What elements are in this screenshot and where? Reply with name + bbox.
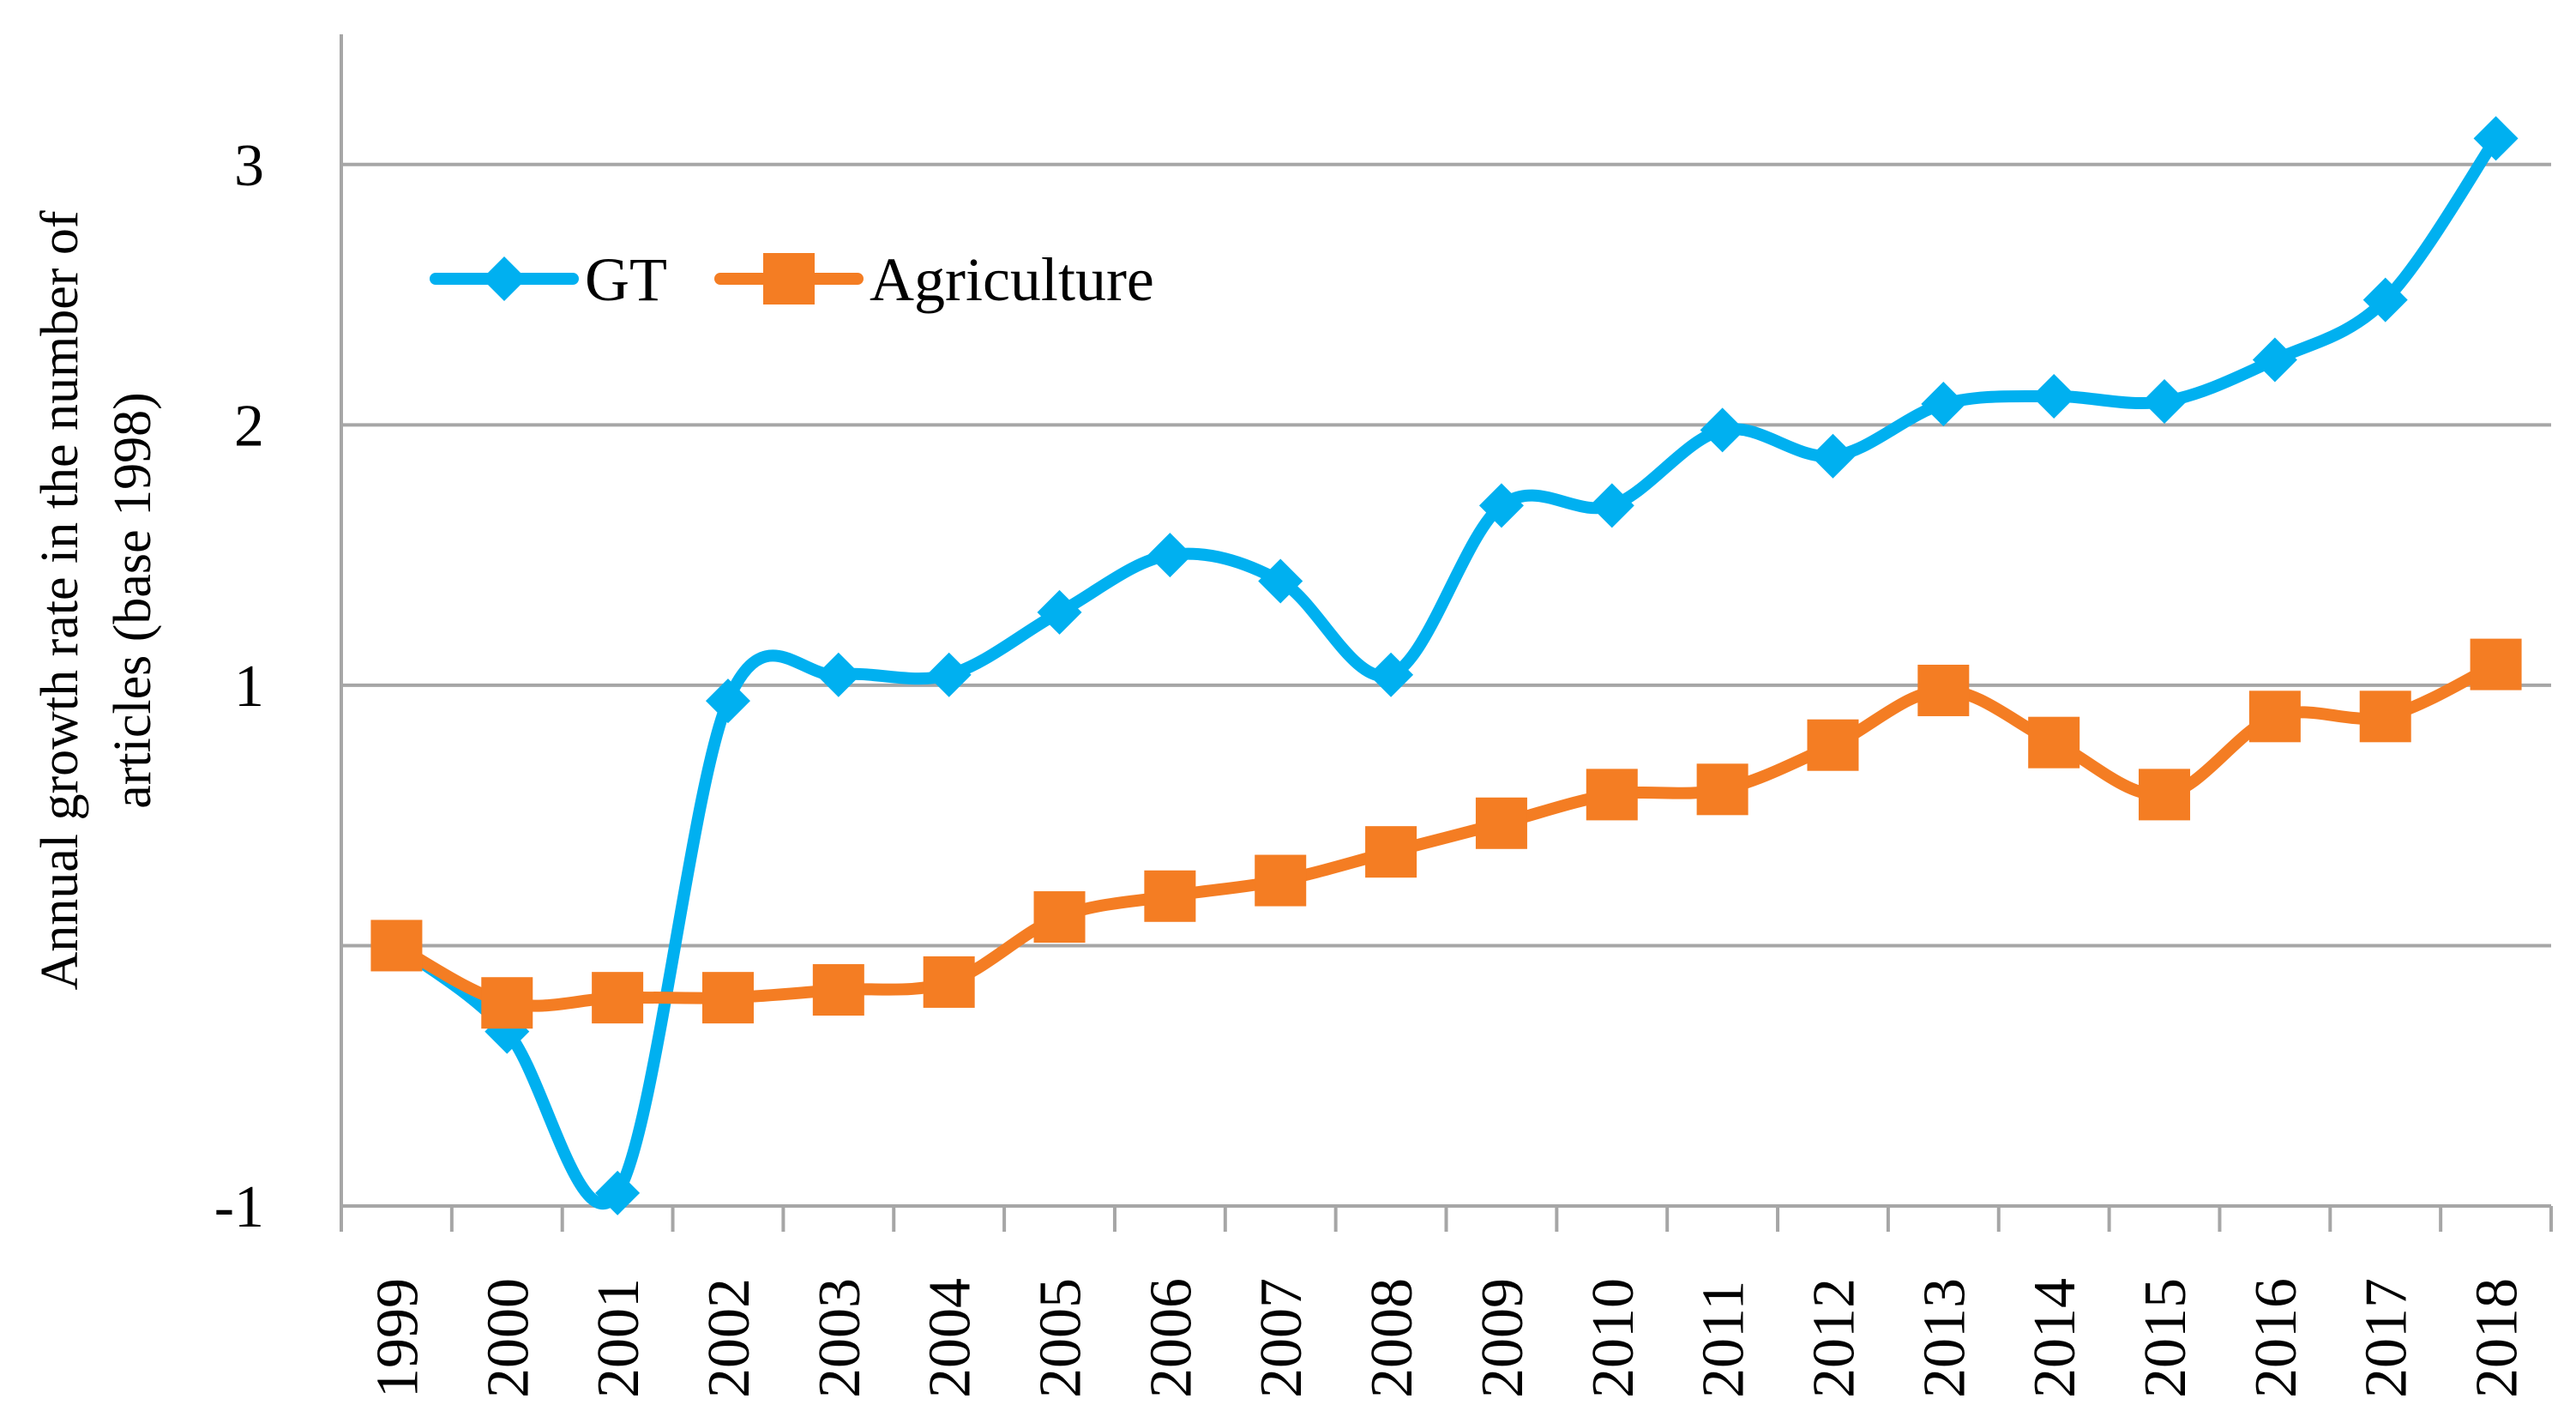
gt-point — [926, 652, 972, 697]
agriculture-point — [1144, 870, 1196, 922]
x-tick-label: 2008 — [1359, 1278, 1425, 1398]
gt-line — [390, 132, 2502, 1209]
x-tick-label: 2001 — [586, 1278, 652, 1398]
gt-point — [1037, 589, 1082, 635]
agriculture-point — [1033, 891, 1086, 944]
legend-swatch-marker — [482, 256, 527, 301]
agriculture-point — [2139, 769, 2191, 821]
x-tick-label: 2016 — [2243, 1278, 2309, 1398]
gt-point — [2473, 116, 2519, 161]
series-gt — [374, 116, 2519, 1215]
gt-point — [1589, 483, 1634, 528]
gt-point — [2031, 373, 2077, 419]
legend: GT Agriculture — [430, 245, 1154, 314]
gt-point — [1700, 407, 1745, 453]
x-tick-labels: 1999 2000 2001 2002 2003 2004 2005 2006 2007 2008… — [364, 1278, 2530, 1398]
agriculture-point — [2028, 716, 2080, 769]
y-axis-title-line: Annual growth rate in the number of — [31, 210, 89, 990]
gt-point — [2252, 337, 2297, 383]
agriculture-point — [701, 972, 754, 1024]
agriculture-point — [1696, 763, 1748, 816]
legend-item-gt: GT — [430, 245, 667, 314]
agriculture-point — [923, 956, 975, 1008]
x-tick-label: 2011 — [1691, 1281, 1757, 1398]
legend-label: Agriculture — [870, 245, 1154, 314]
gt-point — [1369, 652, 1414, 697]
agriculture-point — [1917, 664, 1970, 716]
x-tick-label: 2012 — [1801, 1278, 1867, 1398]
agriculture-point — [812, 964, 864, 1016]
y-tick-label: 1 — [234, 654, 264, 720]
series-agriculture — [370, 638, 2522, 1029]
legend-label: GT — [585, 245, 667, 314]
x-tick-label: 2015 — [2133, 1278, 2199, 1398]
y-tick-label: 2 — [234, 393, 264, 459]
gt-point — [816, 652, 861, 697]
gt-point — [1147, 533, 1193, 578]
agriculture-point — [481, 977, 533, 1029]
x-tick-label: 2010 — [1580, 1278, 1646, 1398]
x-tick-label: 2006 — [1138, 1278, 1204, 1398]
agriculture-point — [2470, 638, 2522, 690]
y-axis-title-line: articles (base 1998) — [104, 392, 162, 808]
gt-point — [2142, 379, 2188, 425]
x-tick-label: 1999 — [364, 1278, 430, 1398]
x-tick-label: 2004 — [918, 1278, 984, 1398]
x-tick-label: 2002 — [696, 1278, 762, 1398]
axes — [340, 34, 2553, 1232]
agriculture-point — [1475, 797, 1527, 849]
gt-point — [1810, 433, 1856, 479]
x-tick-label: 2009 — [1470, 1278, 1536, 1398]
agriculture-point — [592, 972, 644, 1024]
agriculture-point — [2248, 690, 2301, 743]
agriculture-line — [390, 658, 2502, 1012]
gt-point — [1258, 558, 1303, 604]
x-tick-label: 2017 — [2354, 1278, 2420, 1398]
data-series — [370, 116, 2522, 1215]
gt-point — [1921, 382, 1966, 427]
x-tick-label: 2007 — [1249, 1278, 1315, 1398]
x-tick-label: 2000 — [475, 1278, 541, 1398]
y-tick-label: 3 — [234, 133, 264, 199]
legend-swatch-marker — [763, 253, 815, 304]
x-tick-label: 2005 — [1028, 1278, 1094, 1398]
y-tick-label: -1 — [214, 1174, 264, 1240]
agriculture-point — [370, 920, 423, 972]
gt-point — [595, 1170, 641, 1215]
agriculture-point — [1807, 719, 1859, 771]
agriculture-point — [1365, 826, 1417, 878]
agriculture-point — [1255, 854, 1307, 907]
x-tick-label: 2014 — [2022, 1278, 2088, 1398]
gridlines — [341, 162, 2551, 948]
y-tick-labels: -1 1 2 3 — [214, 133, 264, 1240]
x-tick-label: 2003 — [807, 1278, 873, 1398]
x-tick-label: 2013 — [1911, 1278, 1977, 1398]
agriculture-point — [2359, 690, 2411, 743]
agriculture-point — [1586, 769, 1638, 821]
gt-point — [705, 678, 750, 724]
x-tick-label: 2018 — [2465, 1278, 2531, 1398]
gt-point — [2362, 277, 2408, 323]
y-axis-title: Annual growth rate in the number of artic… — [31, 210, 162, 990]
legend-item-agriculture: Agriculture — [714, 245, 1154, 314]
gt-point — [1478, 483, 1524, 528]
